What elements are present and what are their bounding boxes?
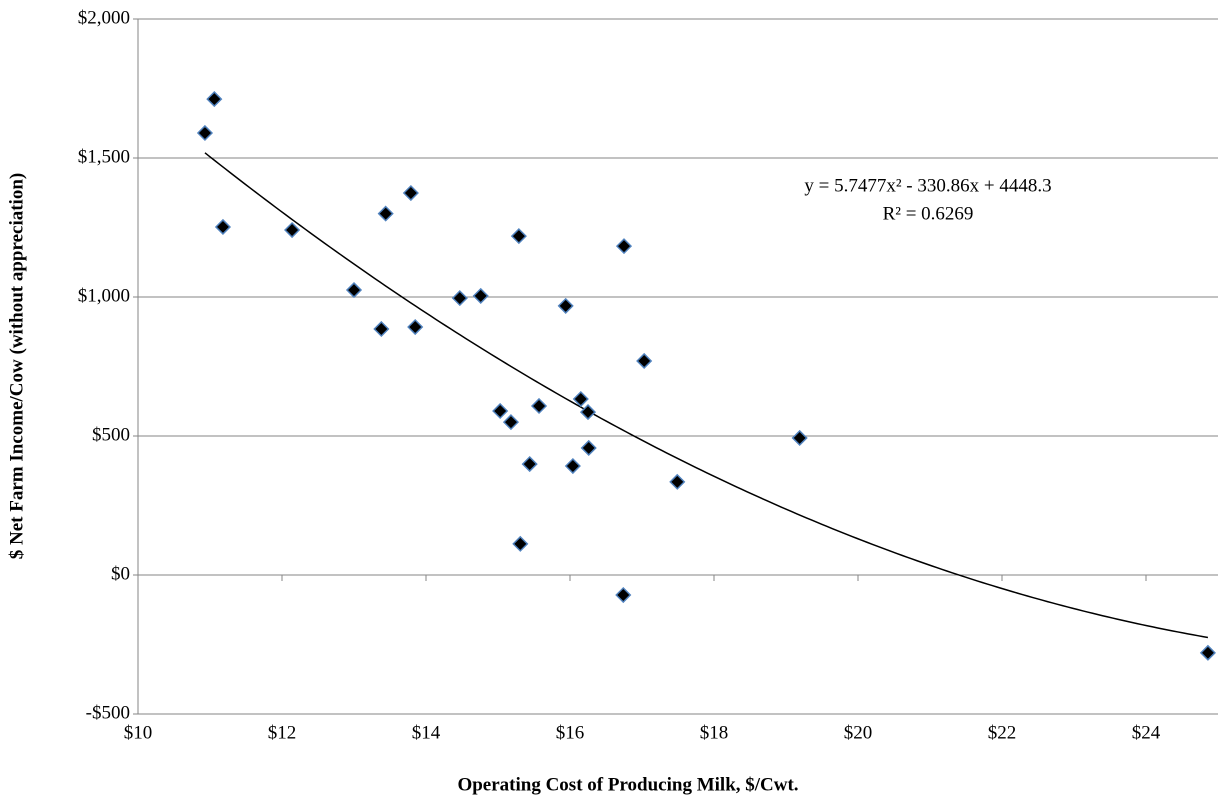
y-tick-label: $2,000 bbox=[78, 7, 130, 28]
trendline-r-squared: R² = 0.6269 bbox=[883, 203, 974, 224]
data-point bbox=[521, 456, 538, 473]
y-tick-label: $500 bbox=[92, 424, 130, 445]
x-tick-label: $18 bbox=[700, 722, 729, 743]
data-point bbox=[402, 184, 419, 202]
data-point bbox=[472, 287, 489, 304]
data-point bbox=[377, 205, 394, 222]
data-point bbox=[615, 238, 633, 255]
data-point bbox=[1199, 644, 1216, 661]
x-tick-label: $16 bbox=[556, 722, 585, 743]
data-point bbox=[579, 404, 597, 421]
x-tick-label: $12 bbox=[268, 722, 297, 743]
data-point bbox=[791, 429, 808, 447]
x-tick-label: $20 bbox=[844, 722, 873, 743]
x-tick-label: $10 bbox=[124, 722, 153, 743]
data-point bbox=[564, 457, 581, 475]
data-point bbox=[206, 91, 223, 108]
x-tick-label: $14 bbox=[412, 722, 441, 743]
data-point bbox=[373, 320, 390, 338]
data-point bbox=[492, 402, 509, 420]
data-point bbox=[284, 221, 301, 239]
data-point bbox=[502, 414, 520, 431]
data-point bbox=[530, 397, 548, 415]
data-point bbox=[512, 535, 529, 552]
data-point bbox=[572, 390, 589, 408]
data-point bbox=[196, 124, 214, 142]
y-tick-label: $1,500 bbox=[78, 146, 130, 167]
y-tick-label: $0 bbox=[111, 563, 130, 584]
data-point bbox=[615, 586, 632, 604]
x-axis-title: Operating Cost of Producing Milk, $/Cwt. bbox=[457, 774, 798, 795]
y-tick-label: $1,000 bbox=[78, 285, 130, 306]
x-tick-label: $22 bbox=[988, 722, 1017, 743]
trendline bbox=[204, 152, 1209, 639]
data-point bbox=[345, 281, 363, 299]
y-tick-label: -$500 bbox=[86, 702, 130, 723]
data-point bbox=[214, 218, 232, 236]
data-point bbox=[557, 297, 574, 314]
data-point bbox=[510, 228, 527, 245]
data-point bbox=[669, 473, 686, 490]
data-point bbox=[580, 439, 597, 457]
y-axis-title: $ Net Farm Income/Cow (without appreciat… bbox=[6, 173, 27, 559]
data-point bbox=[636, 352, 653, 370]
trendline-equation: y = 5.7477x² - 330.86x + 4448.3 bbox=[804, 175, 1051, 196]
data-point bbox=[451, 290, 468, 307]
data-point bbox=[407, 318, 424, 336]
x-tick-label: $24 bbox=[1132, 722, 1161, 743]
